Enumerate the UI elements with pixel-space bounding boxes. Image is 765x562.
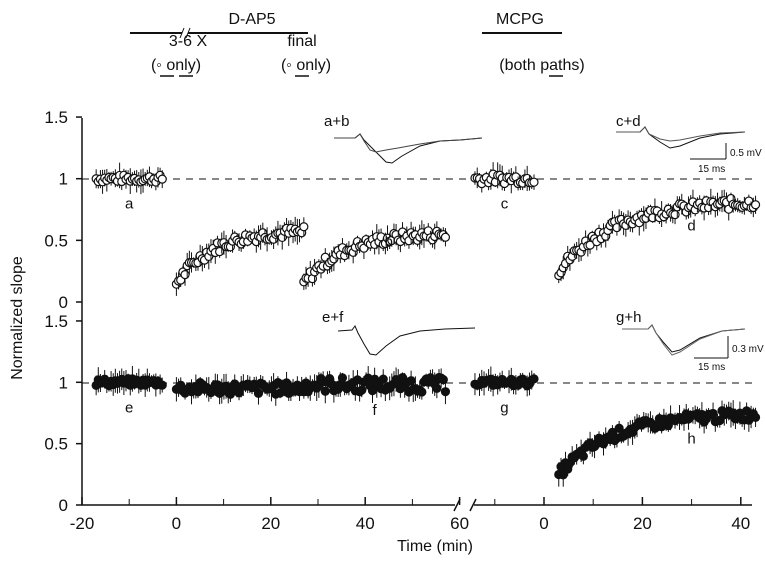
inset-ab: a+b <box>324 113 483 164</box>
y-tick-label-bottom-0: 1.5 <box>44 312 68 331</box>
data-point <box>578 451 588 461</box>
series-b <box>299 220 451 290</box>
series-labels: a b c d e f g h <box>125 196 696 448</box>
series-h <box>554 400 761 487</box>
x-axis-label: Time (min) <box>397 538 473 555</box>
mcpg-label: MCPG <box>496 11 544 28</box>
note-final: final <box>287 33 316 50</box>
data-point <box>614 423 624 433</box>
inset-gh-label: g+h <box>616 309 641 326</box>
y-tick-label-top-3: 0 <box>59 293 68 312</box>
series-c <box>470 162 539 194</box>
series-e <box>91 365 167 397</box>
y-axis-ticks: 1.510.501.510.50 <box>44 108 82 515</box>
series-a <box>91 162 167 195</box>
x-tick-label-right-2: 40 <box>731 514 750 533</box>
inset-ef: e+f <box>322 309 476 356</box>
data-point <box>670 210 680 220</box>
data-point <box>337 373 348 383</box>
series-label-g: g <box>500 399 508 416</box>
data-point <box>299 222 309 232</box>
note-open-only-1: (◦ only) <box>151 57 201 74</box>
inset-ef-label: e+f <box>322 309 344 326</box>
data-point <box>157 380 167 390</box>
y-tick-label-bottom-2: 0.5 <box>44 435 68 454</box>
dap5-bar-break <box>179 27 185 39</box>
note-both-paths: (both paths) <box>499 57 584 74</box>
inset-ef-trace <box>337 325 476 356</box>
inset-ab-trace-1 <box>334 133 483 164</box>
series-label-h: h <box>687 431 695 448</box>
inset-cd-scale-ms-label: 15 ms <box>698 164 725 175</box>
series-d <box>554 188 761 284</box>
series-g <box>470 366 539 397</box>
y-tick-label-top-2: 0.5 <box>44 231 68 250</box>
inset-cd-trace-2 <box>616 126 746 142</box>
x-tick-label-right-0: 0 <box>539 514 548 533</box>
x-axis-ticks: -20 0 20 40 60 0 20 40 <box>70 497 750 533</box>
inset-cd-label: c+d <box>616 113 641 130</box>
note-open-only-2: (◦ only) <box>281 57 331 74</box>
data-point <box>708 408 718 419</box>
data-point <box>529 374 539 384</box>
inset-gh-trace-2 <box>622 324 746 356</box>
data-point <box>440 232 451 242</box>
data-point <box>180 270 190 280</box>
inset-cd: c+d 15 ms 0.5 mV <box>616 113 762 175</box>
inset-cd-scale-mv-label: 0.5 mV <box>730 148 762 159</box>
data-marks <box>91 162 761 487</box>
y-tick-label-top-1: 1 <box>59 170 68 189</box>
x-tick-label-left-0: -20 <box>70 514 95 533</box>
series-seg-6 <box>171 371 309 406</box>
data-point <box>406 376 416 386</box>
note-3-6x: 3-6 X <box>169 33 208 50</box>
series-label-b: b <box>385 234 393 251</box>
x-tick-label-right-1: 20 <box>633 514 652 533</box>
y-tick-label-bottom-1: 1 <box>59 373 68 392</box>
inset-gh: g+h 15 ms 0.3 mV <box>616 309 764 373</box>
data-point <box>320 386 330 396</box>
inset-ab-label: a+b <box>324 113 349 130</box>
y-tick-label-bottom-3: 0 <box>59 496 68 515</box>
inset-gh-scale-mv-label: 0.3 mV <box>732 344 764 355</box>
y-axis-label: Normalized slope <box>9 256 26 380</box>
series-seg-1 <box>171 216 309 296</box>
data-point <box>529 177 539 187</box>
inset-ab-trace-2 <box>334 133 483 153</box>
data-point <box>253 388 264 398</box>
x-tick-label-left-3: 40 <box>356 514 375 533</box>
drug-bars <box>130 27 563 77</box>
data-point <box>440 387 451 397</box>
series-f <box>299 366 451 405</box>
data-point <box>157 174 167 184</box>
data-point <box>357 385 367 395</box>
x-axis-break-2 <box>469 498 477 512</box>
data-point <box>432 383 442 394</box>
series-label-a: a <box>125 196 134 213</box>
inset-gh-scale-ms-label: 15 ms <box>698 362 725 373</box>
series-label-d: d <box>687 217 695 234</box>
data-point <box>378 374 388 384</box>
series-label-f: f <box>373 402 378 419</box>
data-point <box>750 200 761 210</box>
data-point <box>438 375 448 385</box>
y-tick-label-top-0: 1.5 <box>44 108 68 127</box>
x-tick-label-left-4: 60 <box>450 514 469 533</box>
x-tick-label-left-2: 20 <box>261 514 280 533</box>
series-label-e: e <box>125 399 133 416</box>
dap5-label: D-AP5 <box>228 11 275 28</box>
data-point <box>417 387 427 397</box>
x-tick-label-left-1: 0 <box>172 514 181 533</box>
series-label-c: c <box>501 196 509 213</box>
x-axis <box>82 498 752 512</box>
data-point <box>750 412 761 422</box>
